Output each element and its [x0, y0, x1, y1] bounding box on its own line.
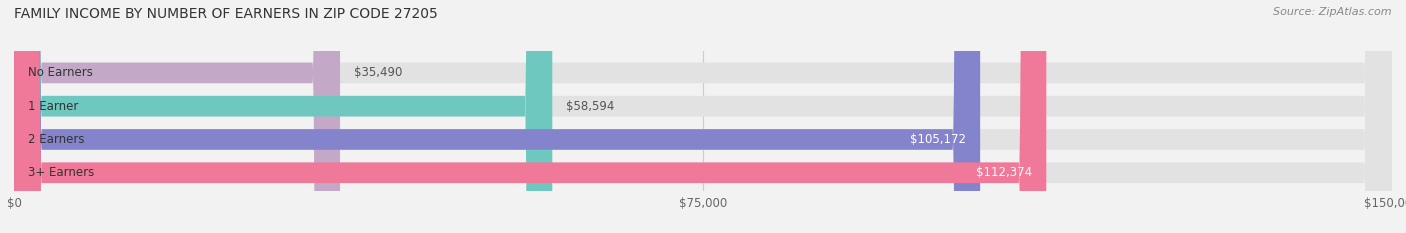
- Text: No Earners: No Earners: [28, 66, 93, 79]
- FancyBboxPatch shape: [14, 0, 1392, 233]
- Text: $35,490: $35,490: [354, 66, 402, 79]
- Text: 2 Earners: 2 Earners: [28, 133, 84, 146]
- Text: $112,374: $112,374: [976, 166, 1032, 179]
- Text: Source: ZipAtlas.com: Source: ZipAtlas.com: [1274, 7, 1392, 17]
- Text: 3+ Earners: 3+ Earners: [28, 166, 94, 179]
- FancyBboxPatch shape: [14, 0, 1392, 233]
- Text: $58,594: $58,594: [567, 100, 614, 113]
- FancyBboxPatch shape: [14, 0, 980, 233]
- Text: $105,172: $105,172: [910, 133, 966, 146]
- FancyBboxPatch shape: [14, 0, 553, 233]
- Text: 1 Earner: 1 Earner: [28, 100, 79, 113]
- Text: FAMILY INCOME BY NUMBER OF EARNERS IN ZIP CODE 27205: FAMILY INCOME BY NUMBER OF EARNERS IN ZI…: [14, 7, 437, 21]
- FancyBboxPatch shape: [14, 0, 340, 233]
- FancyBboxPatch shape: [14, 0, 1046, 233]
- FancyBboxPatch shape: [14, 0, 1392, 233]
- FancyBboxPatch shape: [14, 0, 1392, 233]
